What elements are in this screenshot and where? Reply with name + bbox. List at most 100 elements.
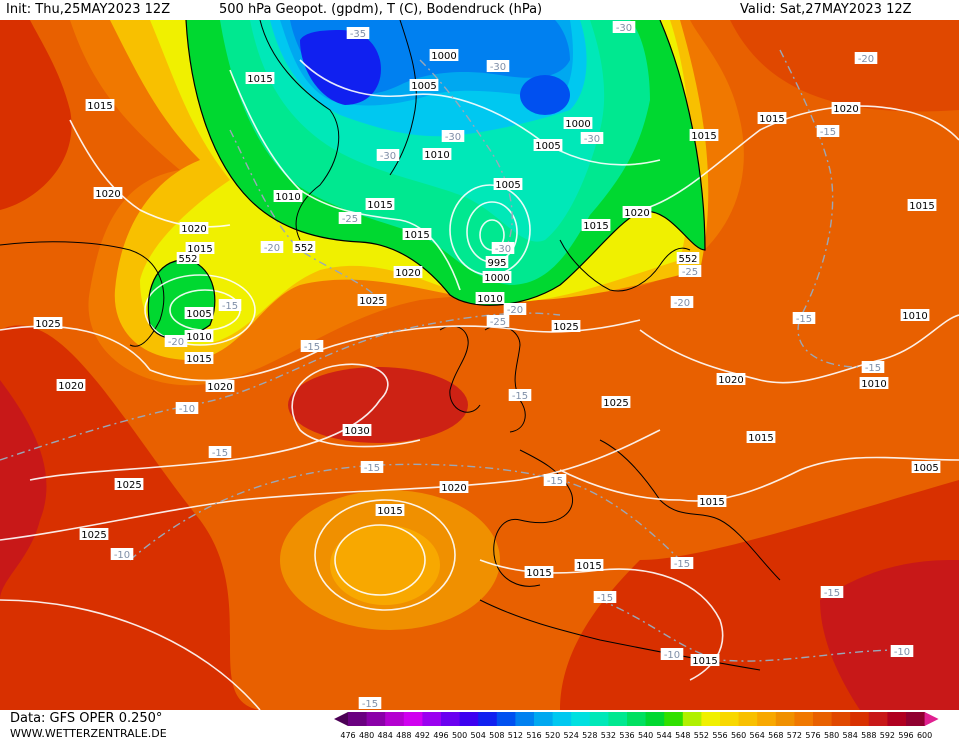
pressure-label-text: 1015 [367,200,392,211]
temperature-label-bg [508,389,532,401]
height-labels: 552 552 552 [176,241,700,265]
legend-swatch [385,712,405,726]
valid-time: Valid: Sat,27MAY2023 12Z [740,2,912,17]
pressure-label: 1000 [482,271,512,284]
temperature-label-text: -25 [490,317,506,328]
temperature-label-bg [338,212,362,224]
pressure-label-text: 1015 [909,201,934,212]
coast-mediterranean [599,439,781,581]
temperature-label-bg [580,132,604,144]
pressure-label: 1015 [697,495,727,508]
pressure-label-bg [716,373,746,385]
data-source: Data: GFS OPER 0.250° [10,711,163,726]
temperature-label: -25 [678,265,702,278]
pressure-label: 1020 [393,266,423,279]
pressure-label-text: 1020 [95,189,120,200]
pressure-label-bg [689,129,719,141]
pressure-label-bg [581,219,611,231]
temperature-label-bg [486,315,510,327]
pressure-label-bg [409,79,439,91]
pressure-label: 1010 [422,148,452,161]
isobar-1015-trough [229,69,461,291]
isobar-azores-1 [314,499,456,611]
pressure-label-text: 1025 [359,296,384,307]
pressure-label-text: 1015 [692,656,717,667]
pressure-label: 1015 [184,352,214,365]
temperature-label-bg [670,557,694,569]
pressure-label-text: 1015 [377,506,402,517]
pressure-label-bg [365,198,395,210]
legend-swatch [868,712,888,726]
pressure-label: 1015 [524,566,554,579]
temperature-label-bg [660,648,684,660]
temperature-label-bg [593,591,617,603]
legend-tick-label: 532 [601,731,616,740]
temperature-label: -15 [792,312,816,325]
legend-swatch [496,712,516,726]
temperature-label: -10 [175,402,199,415]
legend-swatch [664,712,684,726]
pressure-label: 1010 [475,292,505,305]
pressure-label-bg [563,117,593,129]
pressure-label: 1015 [185,242,215,255]
legend-swatch [906,712,926,726]
pressure-label: 995 [485,256,509,269]
temperature-label: -10 [110,548,134,561]
pressure-label-text: 1000 [431,51,456,62]
legend-tick-label: 592 [880,731,895,740]
legend-tick-label: 568 [768,731,783,740]
legend-tick-label: 544 [657,731,672,740]
legend-tick-label: 552 [694,731,709,740]
isobar-1025-sw [0,599,261,710]
temperature-label-bg [208,446,232,458]
pressure-label-text: 1000 [484,273,509,284]
temperature-label: -15 [208,446,232,459]
pressure-label-bg [342,424,372,436]
legend-swatch [701,712,721,726]
legend-tick-label: 584 [843,731,858,740]
website: WWW.WETTERZENTRALE.DE [10,727,167,740]
pressure-label-text: 1015 [748,433,773,444]
legend-swatch [775,712,795,726]
pressure-labels: 1015 1015 1000 1005 1000 1005 1010 1015 1015 1020… [33,49,941,667]
pressure-label-text: 1005 [411,81,436,92]
temperature-label-bg [110,548,134,560]
legend-tick-label: 504 [471,731,486,740]
legend-tick-label: 492 [415,731,430,740]
temperature-label-bg [792,312,816,324]
legend-tick-label: 496 [433,731,448,740]
pressure-label: 1020 [622,206,652,219]
pressure-label: 1015 [245,72,275,85]
height-label-text: 552 [294,243,313,254]
field-west-dark [0,380,47,600]
legend-tick-label: 600 [917,731,932,740]
pressure-label-text: 1015 [247,74,272,85]
pressure-label-text: 1025 [116,480,141,491]
legend-swatch [645,712,665,726]
legend-tick-label: 576 [805,731,820,740]
pressure-label-bg [601,396,631,408]
temperature-label-bg [260,241,284,253]
temperature-label-text: -20 [264,243,280,254]
temperature-label: -20 [670,296,694,309]
temperature-label-text: -25 [342,214,358,225]
temperature-label-bg [164,335,188,347]
legend-tick-label: 596 [898,731,913,740]
pressure-label-bg [357,294,387,306]
temperature-label-text: -30 [490,62,506,73]
isobar-1030 [29,363,421,481]
pressure-label: 1030 [342,424,372,437]
pressure-label-text: 1020 [58,381,83,392]
legend-swatch [422,712,442,726]
trough-core [300,30,381,105]
height-label-text: 552 [678,254,697,265]
legend-tick-label: 524 [564,731,579,740]
temperature-label-text: -20 [507,305,523,316]
temperature-label-text: -35 [350,29,366,40]
temperature-label: -15 [218,299,242,312]
pressure-label-bg [757,112,787,124]
temperature-label-bg [816,125,840,137]
pressure-label: 1015 [690,654,720,667]
pressure-label-bg [184,307,214,319]
pressure-label-bg [746,431,776,443]
